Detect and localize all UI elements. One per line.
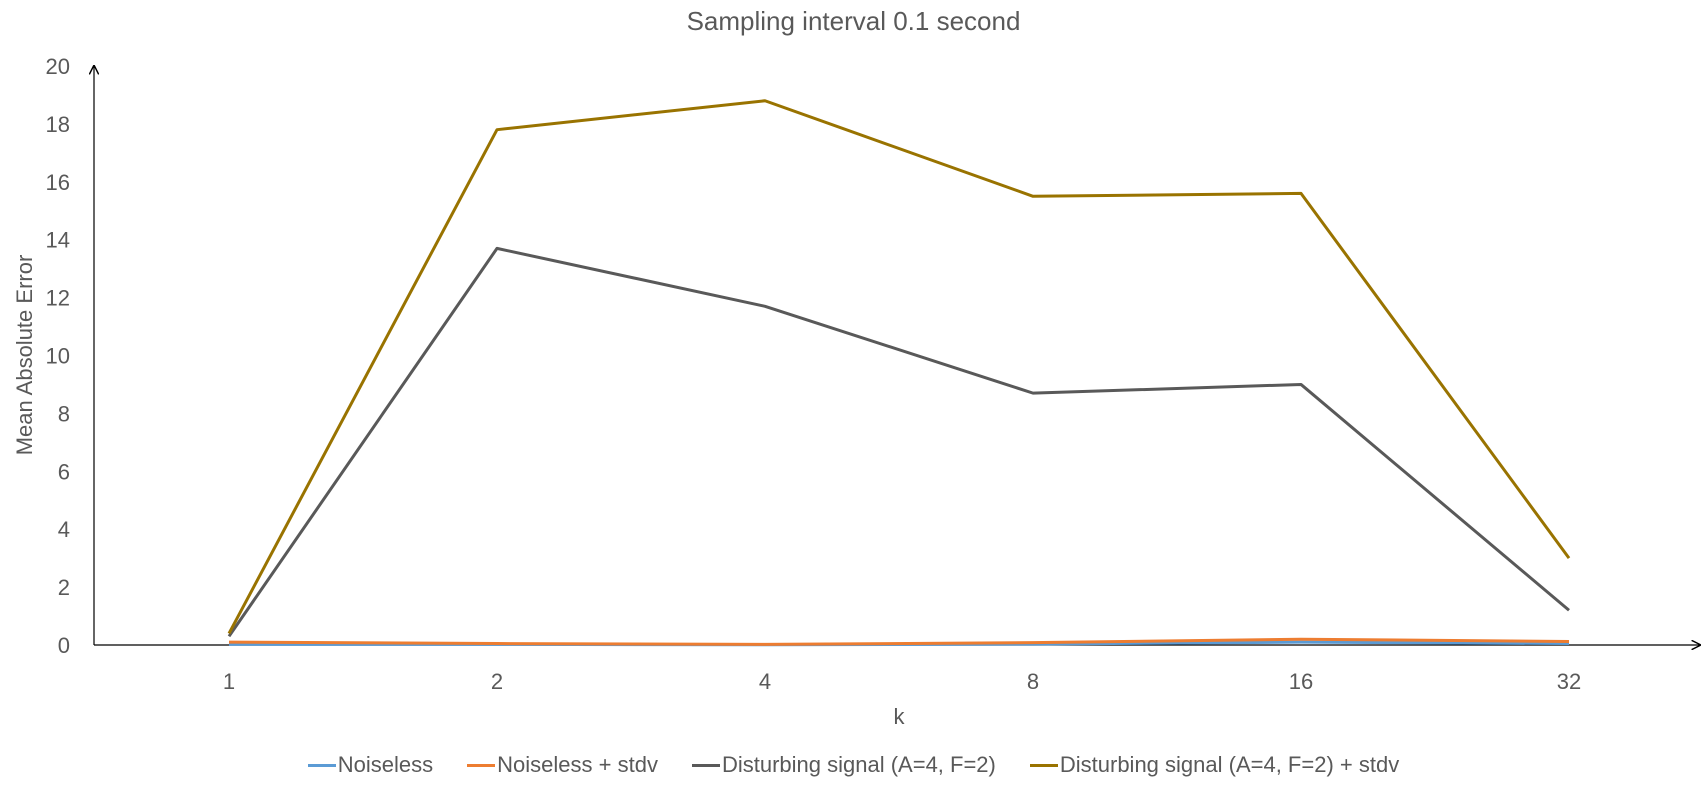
series-line-2 xyxy=(228,637,1570,646)
x-tick-label: 1 xyxy=(223,669,235,694)
x-tick-label: 4 xyxy=(759,669,771,694)
y-tick-label: 16 xyxy=(46,170,70,195)
x-tick-label: 32 xyxy=(1557,669,1581,694)
y-tick-label: 20 xyxy=(46,54,70,79)
y-tick-label: 12 xyxy=(46,286,70,311)
legend-label: Noiseless + stdv xyxy=(497,752,658,777)
y-tick-label: 6 xyxy=(58,459,70,484)
legend-item: Disturbing signal (A=4, F=2) xyxy=(691,752,996,778)
legend-label: Disturbing signal (A=4, F=2) xyxy=(721,752,996,777)
x-tick-label: 16 xyxy=(1289,669,1313,694)
y-tick-label: 2 xyxy=(58,575,70,600)
legend-swatch xyxy=(307,763,336,767)
y-tick-label: 18 xyxy=(46,112,70,137)
x-tick-label: 2 xyxy=(491,669,503,694)
chart-title: Sampling interval 0.1 second xyxy=(686,6,1021,36)
legend-swatch xyxy=(1029,763,1058,767)
y-tick-label: 4 xyxy=(58,517,70,542)
x-axis-title: k xyxy=(894,704,906,729)
legend-label: Disturbing signal (A=4, F=2) + stdv xyxy=(1059,752,1400,777)
y-tick-label: 10 xyxy=(46,344,70,369)
x-tick-label: 8 xyxy=(1027,669,1039,694)
legend-item: Noiseless + stdv xyxy=(467,752,658,778)
y-tick-label: 8 xyxy=(58,401,70,426)
legend-swatch xyxy=(691,763,720,767)
series-line-3 xyxy=(227,246,1570,638)
series-line-4 xyxy=(227,99,1571,635)
legend-item: Disturbing signal (A=4, F=2) + stdv xyxy=(1029,752,1400,778)
y-tick-label: 0 xyxy=(58,633,70,658)
legend-label: Noiseless xyxy=(337,752,434,777)
y-tick-label: 14 xyxy=(46,228,70,253)
legend-item: Noiseless xyxy=(307,752,434,778)
legend: Noiseless Noiseless + stdv Disturbing sign… xyxy=(0,752,1707,778)
legend-swatch xyxy=(467,763,496,767)
y-axis-title: Mean Absolute Error xyxy=(12,255,37,456)
